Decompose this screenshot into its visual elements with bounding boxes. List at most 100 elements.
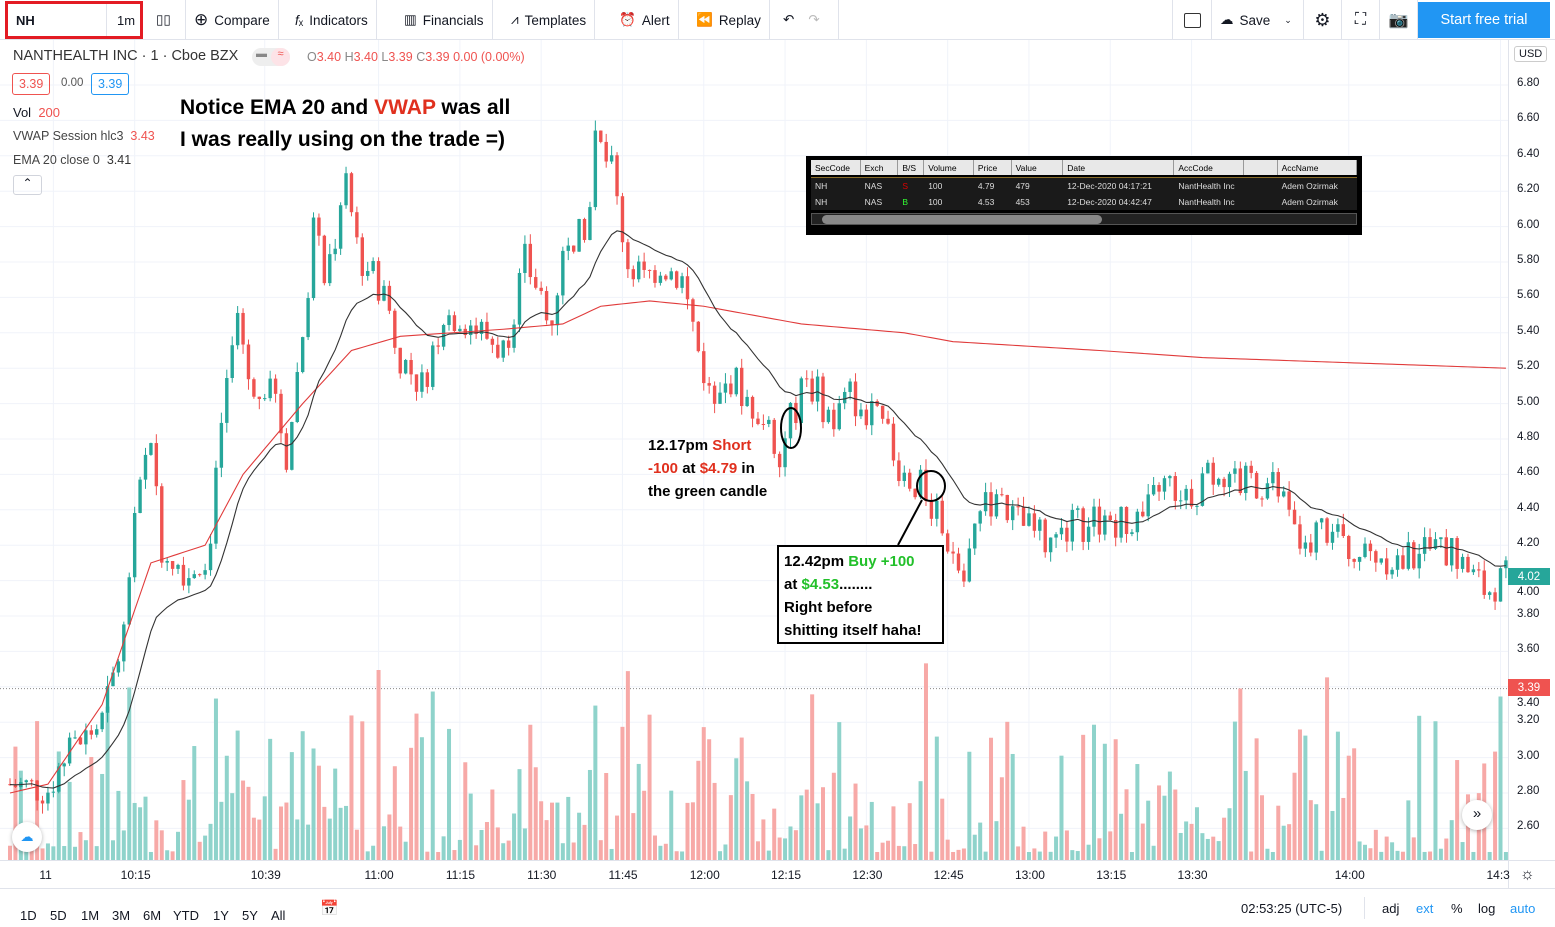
table-cell: Adem Ozirmak	[1281, 181, 1338, 191]
volume-bar	[1352, 748, 1357, 860]
symbol-input[interactable]: NH	[16, 12, 35, 28]
candle-body	[1189, 488, 1194, 507]
column-header[interactable]: SecCode	[811, 160, 861, 175]
volume-bar	[669, 790, 674, 860]
undo-icon[interactable]: ↶	[783, 12, 795, 27]
candle-body	[1466, 556, 1470, 573]
range-5d[interactable]: 5D	[50, 908, 67, 923]
table-cell: 100	[928, 181, 943, 191]
candle-body	[1173, 476, 1177, 501]
symbol-search[interactable]: NH 1m	[5, 1, 143, 39]
volume-bar	[821, 787, 825, 860]
sun-icon[interactable]: ☼	[1520, 866, 1535, 883]
chart-type-button[interactable]: ▯▯	[148, 0, 186, 40]
volume-bar	[1016, 846, 1021, 860]
candle-body	[208, 543, 213, 571]
undo-redo: ↶ ↷	[775, 0, 839, 40]
percent-toggle[interactable]: %	[1451, 900, 1463, 916]
table-scrollbar[interactable]	[811, 213, 1357, 225]
column-header[interactable]: Volume	[924, 160, 974, 175]
candle-body	[1292, 509, 1297, 525]
short-entry-circle	[780, 407, 802, 449]
range-1d[interactable]: 1D	[20, 908, 37, 923]
adj-toggle[interactable]: adj	[1382, 900, 1400, 916]
column-header[interactable]: Value	[1012, 160, 1064, 175]
vol-label: Vol	[13, 105, 32, 120]
ask-price[interactable]: 3.39	[91, 73, 130, 95]
ext-toggle[interactable]: ext	[1416, 900, 1434, 916]
candle-body	[935, 500, 939, 519]
currency-label[interactable]: USD	[1514, 46, 1548, 62]
settings-button[interactable]: ⚙	[1304, 0, 1342, 40]
fullscreen-button[interactable]: ⛶	[1342, 0, 1380, 40]
goto-date-icon[interactable]: 📅	[320, 900, 339, 917]
candle-body	[897, 460, 901, 481]
replay-button[interactable]: ⏪ Replay	[688, 0, 770, 40]
legend-toggle[interactable]: ▬ ≈	[252, 48, 290, 66]
templates-button[interactable]: ⩘ Templates	[503, 0, 596, 40]
alert-button[interactable]: ⏰ Alert	[611, 0, 679, 40]
tradingview-logo-icon[interactable]: ☁	[12, 822, 42, 852]
volume-bar	[1455, 760, 1460, 860]
divider	[1364, 897, 1365, 919]
column-header[interactable]	[1244, 160, 1278, 175]
volume-bar	[577, 812, 582, 860]
range-3m[interactable]: 3M	[112, 908, 131, 923]
start-free-trial-button[interactable]: Start free trial	[1418, 2, 1550, 38]
bid-price[interactable]: 3.39	[12, 73, 51, 95]
save-label: Save	[1239, 12, 1271, 28]
volume-bar	[73, 846, 78, 860]
auto-toggle[interactable]: auto	[1510, 900, 1536, 916]
range-all[interactable]: All	[271, 908, 286, 923]
candle-body	[826, 409, 831, 423]
candle-body	[252, 379, 256, 397]
range-ytd[interactable]: YTD	[173, 908, 199, 923]
redo-icon[interactable]: ↷	[808, 12, 820, 27]
volume-bar	[316, 765, 321, 860]
volume-bar	[837, 722, 842, 860]
save-button[interactable]: ☁ Save ⌄	[1212, 0, 1304, 40]
volume-bar	[159, 830, 164, 860]
candle-body	[246, 344, 251, 380]
price-tick: 5.20	[1517, 360, 1540, 373]
snapshot-button[interactable]: 📷	[1380, 0, 1418, 40]
volume-bar	[51, 846, 56, 860]
candle-body	[317, 217, 321, 236]
indicators-button[interactable]: fₓ Indicators	[287, 0, 377, 40]
candle-body	[1200, 473, 1205, 506]
collapse-legend-button[interactable]: ⌃	[13, 175, 42, 195]
volume-bar	[929, 851, 934, 860]
volume-bar	[344, 805, 349, 860]
candle-body	[761, 423, 766, 425]
financials-button[interactable]: ▥ Financials	[396, 0, 493, 40]
layout-button[interactable]	[1172, 0, 1212, 40]
clock[interactable]: 02:53:25 (UTC-5)	[1241, 900, 1343, 916]
table-row[interactable]: NH NAS S 100 4.79 479 12-Dec-2020 04:17:21 Nant…	[811, 178, 1357, 194]
volume-bar	[544, 820, 549, 860]
column-header[interactable]: AccCode	[1174, 160, 1244, 175]
candle-body	[593, 130, 598, 208]
volume-bar	[674, 851, 679, 860]
compare-button[interactable]: ⊕ Compare	[186, 0, 279, 40]
log-toggle[interactable]: log	[1478, 900, 1496, 916]
column-header[interactable]: B/S	[898, 160, 925, 175]
range-6m[interactable]: 6M	[143, 908, 162, 923]
range-5y[interactable]: 5Y	[242, 908, 258, 923]
volume-bar	[951, 851, 956, 860]
scroll-to-realtime-button[interactable]: »	[1462, 800, 1492, 830]
column-header[interactable]: AccName	[1278, 160, 1357, 175]
price-chart[interactable]	[0, 40, 1508, 888]
volume-bar	[333, 768, 338, 860]
candle-body	[1195, 505, 1199, 507]
candle-body	[712, 385, 717, 404]
column-header[interactable]: Exch	[861, 160, 899, 175]
range-1m[interactable]: 1M	[81, 908, 100, 923]
range-1y[interactable]: 1Y	[213, 908, 229, 923]
table-row[interactable]: NH NAS B 100 4.53 453 12-Dec-2020 04:42:47 Nant…	[811, 194, 1357, 210]
column-header[interactable]: Price	[974, 160, 1012, 175]
plus-circle-icon: ⊕	[194, 10, 209, 29]
candle-body	[1314, 522, 1318, 553]
column-header[interactable]: Date	[1063, 160, 1175, 175]
interval-select[interactable]: 1m	[106, 4, 135, 36]
candle-body	[300, 337, 305, 373]
